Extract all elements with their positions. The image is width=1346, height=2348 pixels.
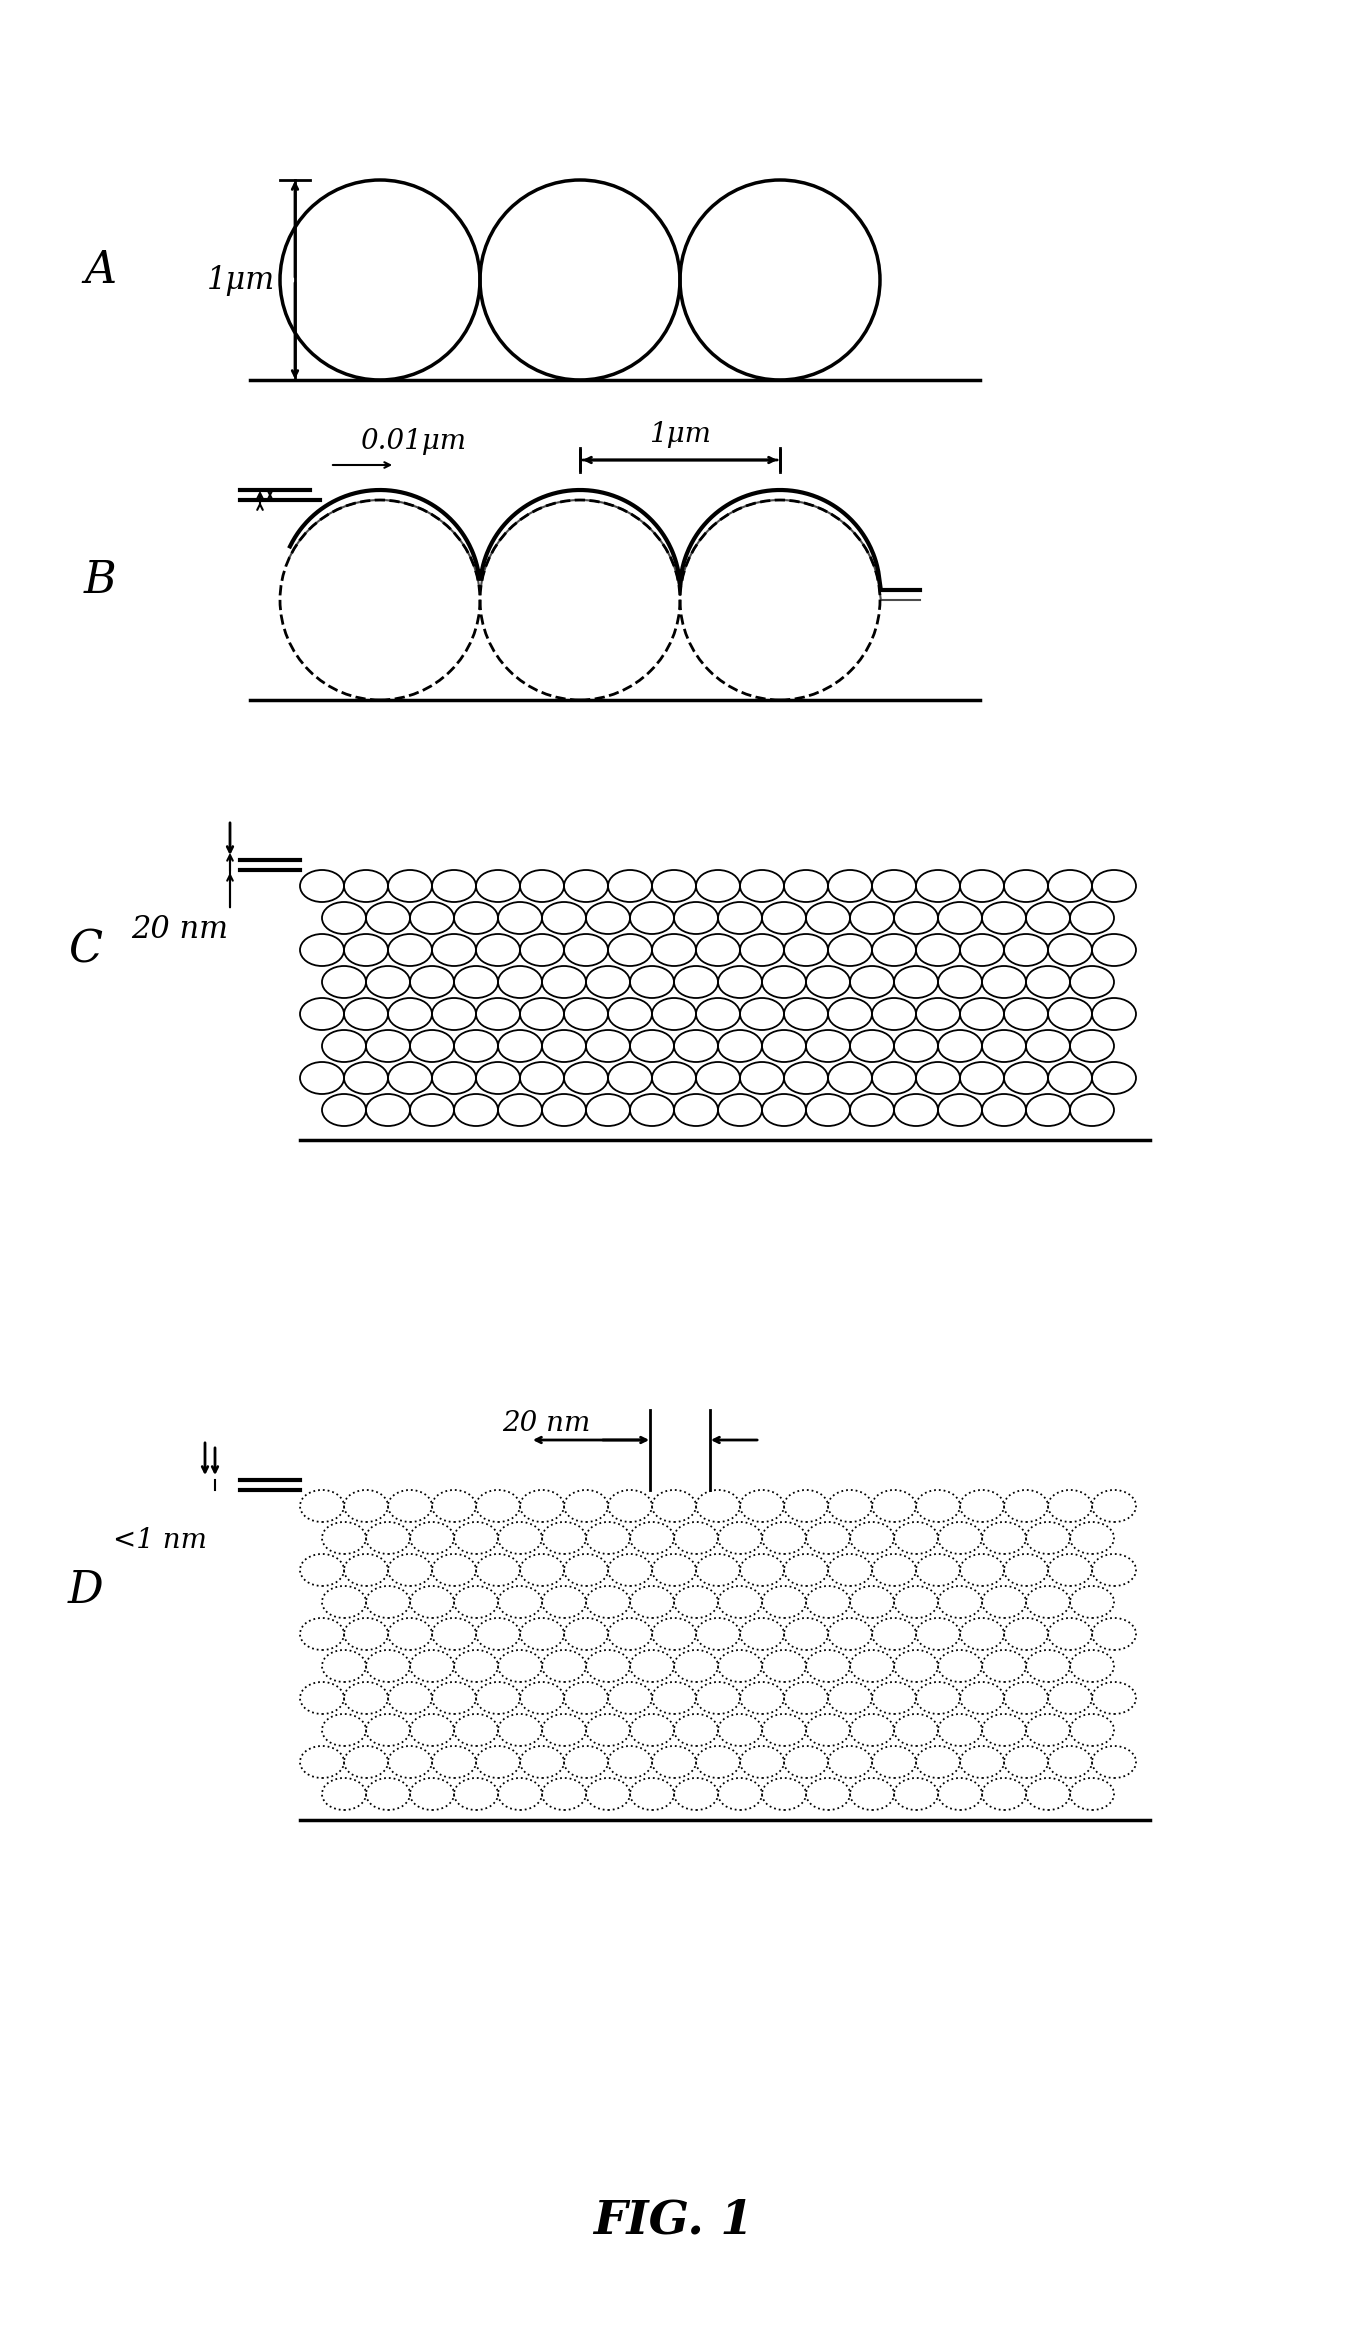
Text: 0.01μm: 0.01μm — [359, 427, 466, 456]
Text: B: B — [83, 559, 116, 601]
Text: D: D — [67, 1568, 102, 1611]
Text: A: A — [83, 249, 116, 291]
Text: C: C — [69, 927, 102, 972]
Text: 20 nm: 20 nm — [132, 913, 229, 946]
Text: 1μm: 1μm — [649, 420, 711, 448]
Text: 20 nm: 20 nm — [502, 1411, 590, 1437]
Text: <1 nm: <1 nm — [113, 1526, 207, 1554]
Text: 1μm: 1μm — [207, 265, 275, 296]
Text: FIG. 1: FIG. 1 — [592, 2198, 754, 2242]
